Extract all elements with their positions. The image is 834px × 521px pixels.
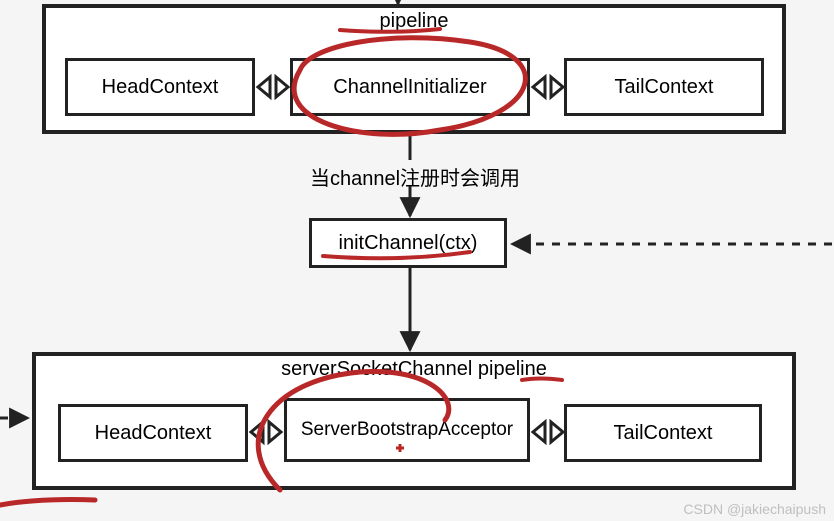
top-head-node: HeadContext xyxy=(65,58,255,116)
watermark-text: CSDN @jakiechaipush xyxy=(683,501,826,517)
init-channel-node: initChannel(ctx) xyxy=(309,218,507,268)
bottom-pipeline-title: serverSocketChannel pipeline xyxy=(36,358,792,381)
bottom-head-node: HeadContext xyxy=(58,404,248,462)
anno-stray-stroke xyxy=(0,500,95,505)
bottom-mid-node: ServerBootstrapAcceptor xyxy=(284,398,530,462)
register-caption: 当channel注册时会调用 xyxy=(310,162,520,191)
top-pipeline-title: pipeline xyxy=(46,10,782,33)
top-mid-node: ChannelInitializer xyxy=(290,58,530,116)
bottom-tail-node: TailContext xyxy=(564,404,762,462)
top-tail-node: TailContext xyxy=(564,58,764,116)
diagram-root: pipeline HeadContext ChannelInitializer … xyxy=(0,0,834,521)
